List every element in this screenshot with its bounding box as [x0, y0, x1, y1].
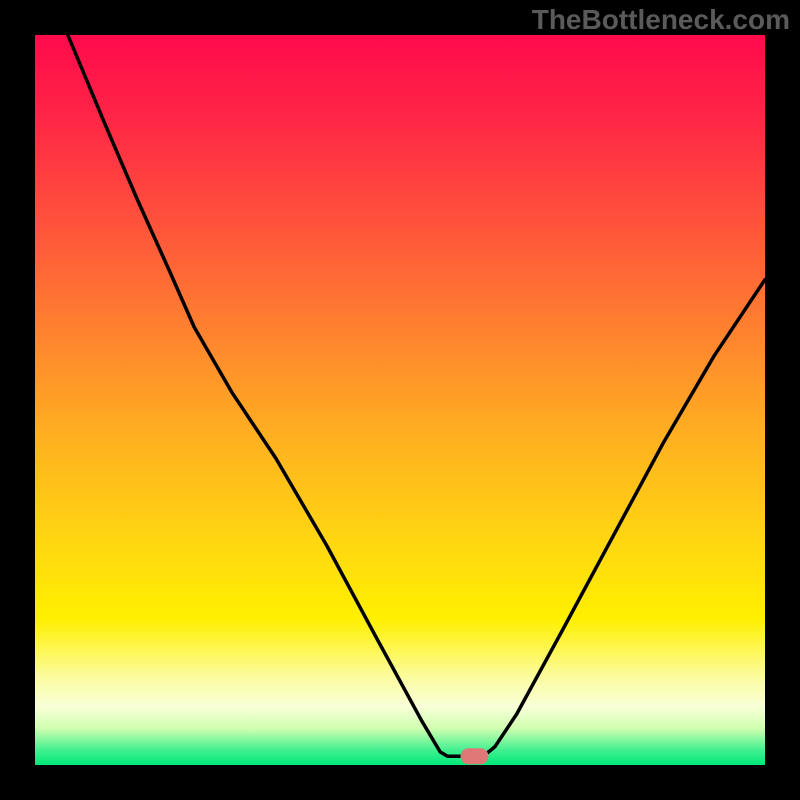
bottleneck-chart-svg [0, 0, 800, 800]
chart-container: TheBottleneck.com [0, 0, 800, 800]
optimal-marker [460, 748, 488, 764]
watermark-text: TheBottleneck.com [532, 4, 790, 36]
plot-background [35, 35, 765, 765]
